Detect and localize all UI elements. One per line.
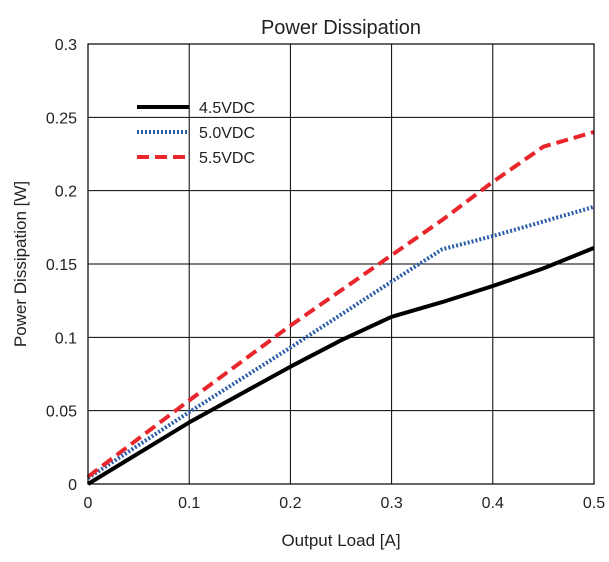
legend: 4.5VDC 5.0VDC 5.5VDC (137, 100, 255, 167)
y-tick-label: 0.1 (55, 330, 77, 347)
x-axis-title: Output Load [A] (281, 531, 400, 550)
legend-label: 4.5VDC (199, 100, 255, 117)
x-tick-label: 0.5 (583, 495, 605, 512)
plot-frame (87, 43, 595, 485)
y-axis-title: Power Dissipation [W] (11, 181, 30, 347)
series-line-4-5vdc (86, 246, 595, 486)
x-tick-label: 0.1 (178, 495, 200, 512)
y-tick-label: 0.15 (46, 257, 77, 274)
x-tick-label: 0.4 (482, 495, 504, 512)
x-tick-label: 0.2 (279, 495, 301, 512)
y-tick-label: 0.05 (46, 404, 77, 421)
series-layer (86, 130, 595, 486)
y-tick-label: 0.25 (46, 110, 77, 127)
y-tick-label: 0.3 (55, 37, 77, 54)
y-tick-label: 0.2 (55, 184, 77, 201)
legend-label: 5.5VDC (199, 150, 255, 167)
chart-title: Power Dissipation (261, 17, 421, 39)
legend-label: 5.0VDC (199, 125, 255, 142)
series-line-5-0vdc (86, 204, 595, 480)
y-tick-label: 0 (68, 477, 77, 494)
x-tick-label: 0 (84, 495, 93, 512)
tick-labels: 0 0.1 0.2 0.3 0.4 0.5 0 0.05 0.1 0.15 0.2 0.25 0.3 (46, 37, 605, 512)
series-line-5-5vdc (86, 130, 595, 479)
x-tick-label: 0.3 (380, 495, 402, 512)
